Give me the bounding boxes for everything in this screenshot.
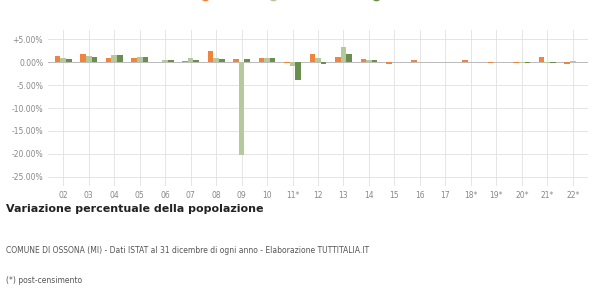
- Bar: [112, 55, 117, 62]
- Bar: [233, 59, 239, 62]
- Bar: [239, 62, 244, 155]
- Bar: [143, 57, 148, 62]
- Bar: [117, 55, 122, 62]
- Bar: [310, 54, 315, 62]
- Bar: [137, 57, 143, 62]
- Bar: [188, 58, 193, 62]
- Text: Variazione percentuale della popolazione: Variazione percentuale della popolazione: [6, 204, 263, 214]
- Bar: [193, 60, 199, 62]
- Bar: [290, 62, 295, 66]
- Bar: [131, 58, 137, 62]
- Bar: [259, 58, 264, 62]
- Bar: [92, 57, 97, 62]
- Bar: [284, 62, 290, 63]
- Bar: [550, 62, 556, 64]
- Bar: [219, 59, 224, 62]
- Bar: [539, 57, 544, 62]
- Bar: [86, 56, 92, 62]
- Bar: [270, 58, 275, 62]
- Bar: [106, 58, 112, 62]
- Legend: Ossona, Provincia di MI, Lombardia: Ossona, Provincia di MI, Lombardia: [196, 0, 440, 1]
- Bar: [208, 51, 214, 62]
- Bar: [372, 60, 377, 62]
- Bar: [182, 61, 188, 62]
- Bar: [463, 60, 468, 62]
- Bar: [366, 60, 372, 62]
- Bar: [295, 62, 301, 80]
- Bar: [335, 57, 341, 62]
- Bar: [514, 62, 519, 63]
- Text: COMUNE DI OSSONA (MI) - Dati ISTAT al 31 dicembre di ogni anno - Elaborazione TU: COMUNE DI OSSONA (MI) - Dati ISTAT al 31…: [6, 246, 369, 255]
- Bar: [346, 54, 352, 62]
- Bar: [570, 61, 575, 62]
- Bar: [168, 60, 173, 62]
- Bar: [80, 54, 86, 62]
- Bar: [264, 58, 270, 62]
- Bar: [55, 56, 61, 62]
- Bar: [61, 58, 66, 62]
- Bar: [361, 59, 366, 62]
- Bar: [315, 58, 321, 62]
- Bar: [412, 60, 417, 62]
- Bar: [66, 59, 71, 62]
- Bar: [163, 60, 168, 62]
- Bar: [519, 62, 524, 63]
- Bar: [341, 47, 346, 62]
- Bar: [565, 62, 570, 64]
- Bar: [214, 58, 219, 62]
- Bar: [244, 59, 250, 62]
- Bar: [524, 62, 530, 63]
- Text: (*) post-censimento: (*) post-censimento: [6, 276, 82, 285]
- Bar: [488, 62, 493, 63]
- Bar: [321, 62, 326, 64]
- Bar: [386, 62, 392, 64]
- Bar: [544, 62, 550, 63]
